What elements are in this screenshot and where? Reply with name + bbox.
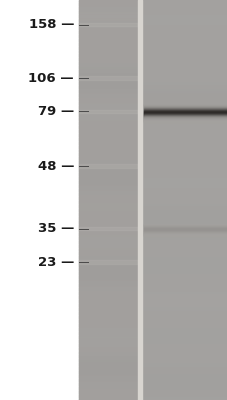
Text: 79 —: 79 — [38, 105, 74, 118]
Text: 106 —: 106 — [28, 72, 74, 84]
Text: 23 —: 23 — [37, 256, 74, 268]
Text: 48 —: 48 — [37, 160, 74, 172]
Text: 158 —: 158 — [28, 18, 74, 31]
Text: 35 —: 35 — [37, 222, 74, 235]
